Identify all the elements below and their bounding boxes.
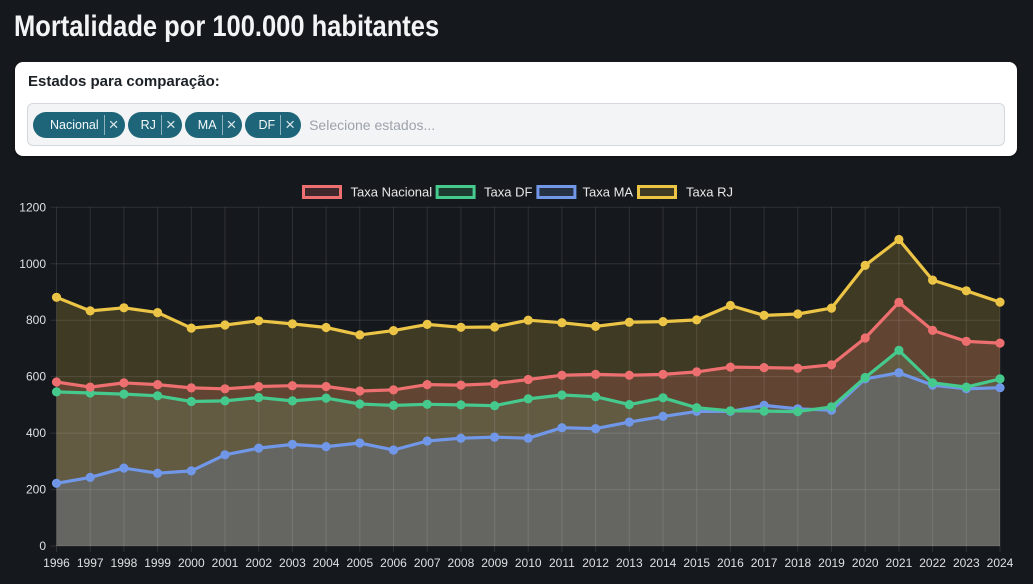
svg-text:1999: 1999 — [144, 556, 171, 570]
svg-text:2022: 2022 — [919, 556, 946, 570]
svg-text:200: 200 — [26, 483, 46, 497]
svg-text:2008: 2008 — [448, 556, 475, 570]
svg-text:400: 400 — [26, 426, 46, 440]
svg-text:2013: 2013 — [616, 556, 643, 570]
svg-text:2001: 2001 — [212, 556, 239, 570]
svg-text:600: 600 — [26, 370, 46, 384]
svg-text:2003: 2003 — [279, 556, 306, 570]
svg-text:2024: 2024 — [987, 556, 1014, 570]
svg-text:2006: 2006 — [380, 556, 407, 570]
svg-text:2018: 2018 — [784, 556, 811, 570]
svg-text:800: 800 — [26, 313, 46, 327]
svg-text:0: 0 — [39, 539, 46, 553]
svg-text:1996: 1996 — [43, 556, 70, 570]
svg-text:2011: 2011 — [549, 556, 575, 570]
svg-text:2021: 2021 — [886, 556, 913, 570]
svg-text:2012: 2012 — [582, 556, 609, 570]
svg-text:2004: 2004 — [313, 556, 340, 570]
svg-text:Taxa RJ: Taxa RJ — [686, 185, 733, 200]
svg-text:1997: 1997 — [77, 556, 104, 570]
svg-text:2014: 2014 — [650, 556, 677, 570]
svg-text:2010: 2010 — [515, 556, 542, 570]
svg-text:2016: 2016 — [717, 556, 744, 570]
svg-text:2000: 2000 — [178, 556, 205, 570]
svg-text:Taxa Nacional: Taxa Nacional — [351, 185, 433, 200]
svg-text:2017: 2017 — [751, 556, 778, 570]
svg-text:2019: 2019 — [818, 556, 845, 570]
svg-text:2020: 2020 — [852, 556, 879, 570]
svg-text:2002: 2002 — [245, 556, 272, 570]
svg-text:2009: 2009 — [481, 556, 508, 570]
svg-text:2015: 2015 — [683, 556, 710, 570]
svg-text:2023: 2023 — [953, 556, 980, 570]
svg-text:Taxa DF: Taxa DF — [484, 185, 532, 200]
svg-text:2007: 2007 — [414, 556, 441, 570]
svg-text:1200: 1200 — [19, 200, 46, 214]
svg-text:Taxa MA: Taxa MA — [583, 185, 634, 200]
svg-text:2005: 2005 — [346, 556, 373, 570]
svg-text:1998: 1998 — [111, 556, 138, 570]
svg-text:1000: 1000 — [19, 257, 46, 271]
